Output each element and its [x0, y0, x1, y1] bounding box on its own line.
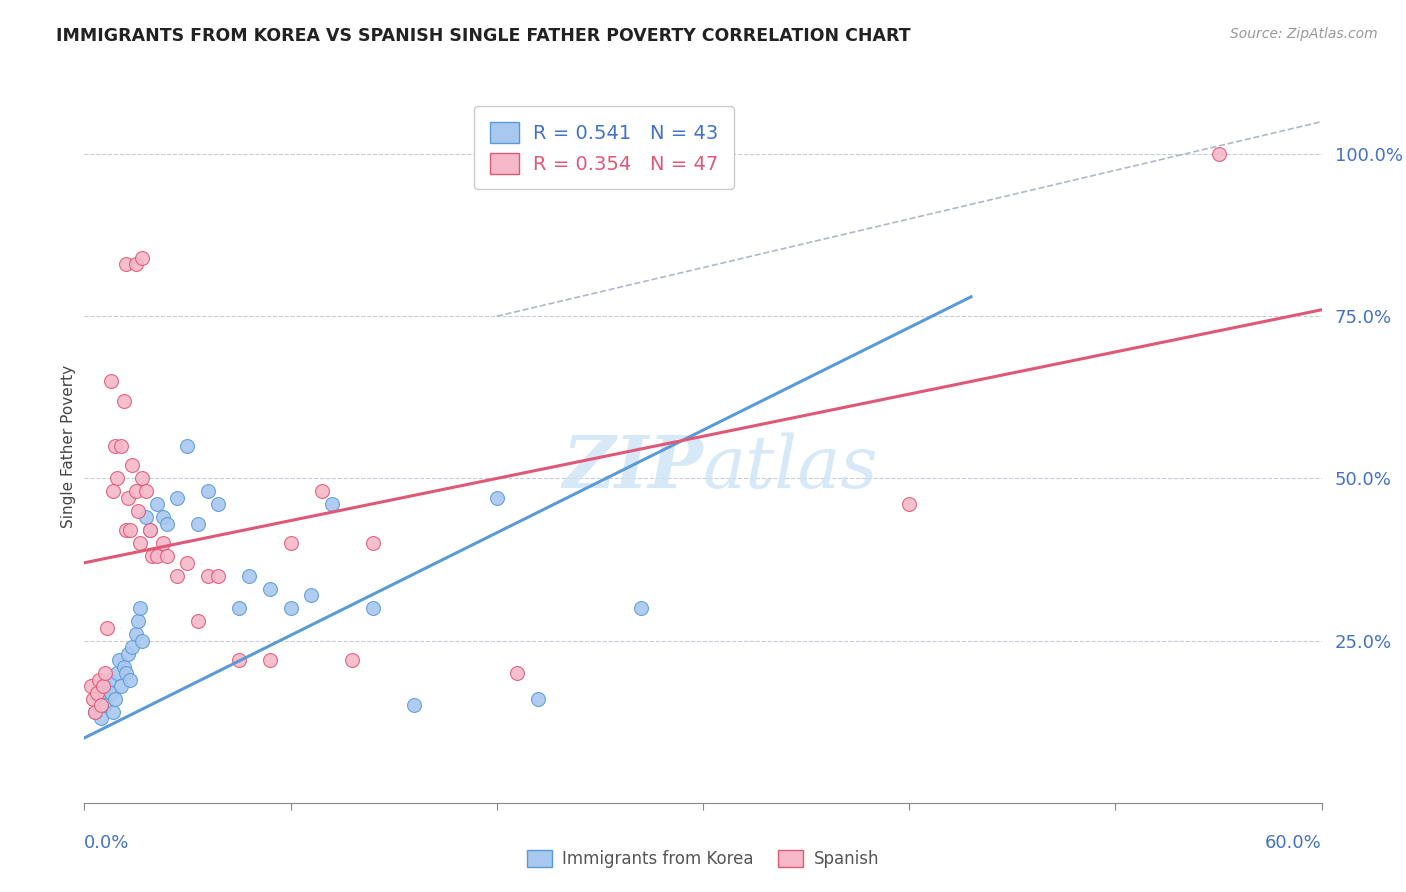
Point [121, 458, 143, 473]
Point [630, 601, 652, 615]
Point [404, 698, 426, 713]
Point [129, 536, 152, 550]
Text: 0.0%: 0.0% [84, 834, 129, 852]
Point [96, 621, 118, 635]
Point [103, 705, 125, 719]
Point [131, 633, 153, 648]
Point [100, 685, 122, 699]
Point [91, 679, 114, 693]
Point [342, 653, 364, 667]
Point [135, 510, 157, 524]
Point [105, 471, 128, 485]
Point [145, 549, 167, 564]
Point [176, 439, 198, 453]
Point [118, 673, 141, 687]
Point [125, 484, 148, 499]
Point [86, 685, 108, 699]
Point [127, 504, 149, 518]
Point [166, 568, 188, 582]
Point [114, 666, 136, 681]
Point [131, 251, 153, 265]
Point [238, 568, 260, 582]
Point [112, 393, 135, 408]
Point [83, 705, 105, 719]
Point [112, 659, 135, 673]
Point [228, 653, 250, 667]
Point [898, 497, 921, 511]
Point [280, 601, 302, 615]
Point [156, 516, 179, 531]
Point [280, 536, 302, 550]
Point [321, 497, 343, 511]
Point [156, 549, 179, 564]
Point [361, 601, 384, 615]
Point [94, 679, 117, 693]
Point [506, 666, 529, 681]
Point [108, 653, 131, 667]
Point [117, 647, 139, 661]
Point [361, 536, 384, 550]
Point [527, 692, 550, 706]
Point [135, 484, 157, 499]
Point [114, 524, 136, 538]
Point [100, 374, 122, 388]
Point [299, 588, 322, 602]
Point [311, 484, 333, 499]
Point [176, 556, 198, 570]
Point [152, 510, 174, 524]
Point [145, 497, 167, 511]
Point [105, 666, 128, 681]
Point [83, 705, 105, 719]
Point [259, 653, 281, 667]
Point [98, 673, 121, 687]
Point [187, 614, 209, 628]
Point [166, 491, 188, 505]
Point [187, 516, 209, 531]
Point [207, 497, 229, 511]
Legend: Immigrants from Korea, Spanish: Immigrants from Korea, Spanish [520, 843, 886, 875]
Text: ZIP: ZIP [562, 432, 703, 503]
Point [94, 666, 117, 681]
Point [110, 439, 132, 453]
Text: 60.0%: 60.0% [1265, 834, 1322, 852]
Point [131, 471, 153, 485]
Point [87, 673, 110, 687]
Point [139, 524, 162, 538]
Point [228, 601, 250, 615]
Y-axis label: Single Father Poverty: Single Father Poverty [60, 365, 76, 527]
Point [125, 627, 148, 641]
Point [141, 549, 163, 564]
Text: atlas: atlas [703, 432, 879, 503]
Point [104, 692, 127, 706]
Point [129, 601, 152, 615]
Point [117, 491, 139, 505]
Text: Source: ZipAtlas.com: Source: ZipAtlas.com [1230, 27, 1378, 41]
Point [104, 439, 127, 453]
Point [82, 692, 104, 706]
Point [152, 536, 174, 550]
Point [110, 679, 132, 693]
Point [1208, 147, 1230, 161]
Point [259, 582, 281, 596]
Point [79, 679, 101, 693]
Point [94, 698, 117, 713]
Point [103, 484, 125, 499]
Point [90, 698, 112, 713]
Point [87, 692, 110, 706]
Point [197, 484, 219, 499]
Point [139, 524, 162, 538]
Point [114, 257, 136, 271]
Point [127, 614, 149, 628]
Point [125, 257, 148, 271]
Point [91, 685, 114, 699]
Point [90, 711, 112, 725]
Point [207, 568, 229, 582]
Legend: R = 0.541   N = 43, R = 0.354   N = 47: R = 0.541 N = 43, R = 0.354 N = 47 [474, 106, 734, 189]
Point [197, 568, 219, 582]
Text: IMMIGRANTS FROM KOREA VS SPANISH SINGLE FATHER POVERTY CORRELATION CHART: IMMIGRANTS FROM KOREA VS SPANISH SINGLE … [56, 27, 911, 45]
Point [121, 640, 143, 654]
Point [485, 491, 508, 505]
Point [118, 524, 141, 538]
